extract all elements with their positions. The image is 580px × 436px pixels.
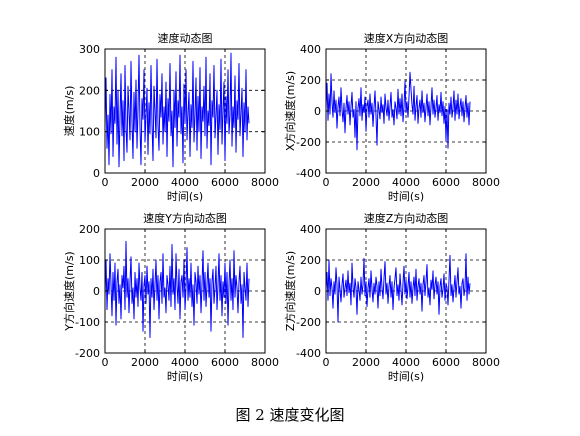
chart-panel-2: 0 2000 4000 6000 8000 -400 -200 0 200 400 速度X方向动态图…	[283, 31, 500, 203]
chart-panel-4: 0 2000 4000 6000 8000 -400 -200 0 200 400 速度Z方向动态图…	[283, 211, 500, 383]
chart-title: 速度动态图	[158, 31, 213, 45]
x-tick-label: 4000	[171, 356, 199, 369]
y-tick-label: 100	[79, 254, 100, 267]
figure-caption: 图 2 速度变化图	[235, 406, 345, 424]
y-tick-label: -200	[75, 347, 100, 360]
y-tick-label: 0	[314, 285, 321, 298]
series-line	[325, 253, 471, 323]
x-tick-label: 2000	[131, 176, 159, 189]
x-tick-label: 8000	[251, 356, 279, 369]
y-axis-label: Y方向速度(m/s)	[62, 251, 76, 331]
x-tick-label: 6000	[211, 356, 239, 369]
x-tick-label: 6000	[211, 176, 239, 189]
y-tick-label: 400	[300, 223, 321, 236]
y-tick-label: -100	[75, 316, 100, 329]
y-tick-label: 400	[300, 43, 321, 56]
series-line	[104, 52, 250, 168]
x-tick-label: 0	[102, 356, 109, 369]
x-tick-label: 4000	[171, 176, 199, 189]
y-tick-label: -400	[296, 167, 321, 180]
x-tick-label: 8000	[472, 356, 500, 369]
chart-title: 速度X方向动态图	[364, 31, 449, 45]
y-tick-label: 0	[93, 285, 100, 298]
x-axis-label: 时间(s)	[388, 190, 424, 203]
x-tick-label: 2000	[131, 356, 159, 369]
y-tick-label: -400	[296, 347, 321, 360]
x-axis-label: 时间(s)	[167, 370, 203, 383]
chart-title: 速度Y方向动态图	[143, 211, 227, 225]
y-tick-label: 200	[79, 223, 100, 236]
y-tick-label: 0	[314, 105, 321, 118]
y-tick-label: 200	[300, 74, 321, 87]
y-axis-label: X方向速度(m/s)	[283, 71, 297, 151]
y-tick-label: 300	[79, 43, 100, 56]
chart-panel-3: 0 2000 4000 6000 8000 -200 -100 0 100 200 速度Y方向动态图…	[62, 211, 279, 383]
y-tick-label: 200	[79, 84, 100, 97]
x-tick-label: 2000	[352, 176, 380, 189]
chart-title: 速度Z方向动态图	[364, 211, 449, 225]
x-axis-label: 时间(s)	[388, 370, 424, 383]
y-tick-label: 100	[79, 126, 100, 139]
y-axis-label: 速度(m/s)	[62, 86, 76, 137]
y-tick-label: 200	[300, 254, 321, 267]
x-axis-label: 时间(s)	[167, 190, 203, 203]
x-tick-label: 4000	[392, 356, 420, 369]
series-line	[325, 71, 471, 151]
x-tick-label: 6000	[432, 356, 460, 369]
y-tick-label: -200	[296, 136, 321, 149]
x-tick-label: 0	[323, 356, 330, 369]
y-axis-label: Z方向速度(m/s)	[283, 251, 297, 331]
x-tick-label: 4000	[392, 176, 420, 189]
series-line	[104, 240, 250, 338]
x-tick-label: 2000	[352, 356, 380, 369]
x-tick-label: 8000	[472, 176, 500, 189]
x-tick-label: 0	[102, 176, 109, 189]
y-tick-label: -200	[296, 316, 321, 329]
x-tick-label: 6000	[432, 176, 460, 189]
y-tick-label: 0	[93, 167, 100, 180]
x-tick-label: 8000	[251, 176, 279, 189]
x-tick-label: 0	[323, 176, 330, 189]
